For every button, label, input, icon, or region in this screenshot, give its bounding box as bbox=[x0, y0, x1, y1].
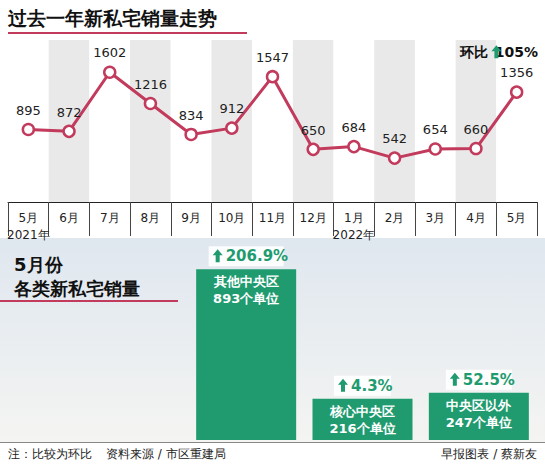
svg-text:5月份: 5月份 bbox=[14, 254, 64, 275]
svg-text:1月: 1月 bbox=[344, 211, 364, 225]
svg-text:6月: 6月 bbox=[59, 211, 79, 225]
svg-text:1547: 1547 bbox=[256, 50, 289, 65]
svg-text:5月: 5月 bbox=[507, 211, 527, 225]
svg-text:1602: 1602 bbox=[93, 45, 126, 60]
svg-text:105%: 105% bbox=[495, 44, 538, 60]
svg-text:中央区以外: 中央区以外 bbox=[446, 398, 512, 413]
svg-text:650: 650 bbox=[301, 123, 326, 138]
svg-text:9月: 9月 bbox=[181, 211, 201, 225]
svg-text:206.9%: 206.9% bbox=[226, 247, 288, 265]
svg-text:各类新私宅销量: 各类新私宅销量 bbox=[13, 278, 140, 299]
svg-text:过去一年新私宅销量走势: 过去一年新私宅销量走势 bbox=[7, 7, 217, 29]
svg-text:893个单位: 893个单位 bbox=[213, 291, 279, 306]
svg-text:247个单位: 247个单位 bbox=[446, 415, 512, 430]
svg-text:2月: 2月 bbox=[385, 211, 405, 225]
svg-text:1356: 1356 bbox=[500, 65, 533, 80]
svg-text:895: 895 bbox=[16, 103, 41, 118]
svg-text:52.5%: 52.5% bbox=[463, 371, 515, 389]
svg-text:资料来源 / 市区重建局: 资料来源 / 市区重建局 bbox=[106, 447, 226, 461]
svg-text:216个单位: 216个单位 bbox=[329, 421, 395, 436]
svg-text:2022年: 2022年 bbox=[333, 228, 376, 242]
svg-text:654: 654 bbox=[423, 122, 448, 137]
svg-text:注：比较为环比: 注：比较为环比 bbox=[8, 447, 92, 461]
svg-text:542: 542 bbox=[382, 131, 407, 146]
svg-text:8月: 8月 bbox=[141, 211, 161, 225]
svg-text:12月: 12月 bbox=[300, 211, 327, 225]
svg-text:环比: 环比 bbox=[459, 44, 488, 60]
svg-text:早报图表 / 蔡新友: 早报图表 / 蔡新友 bbox=[441, 447, 537, 461]
svg-text:10月: 10月 bbox=[218, 211, 245, 225]
svg-text:3月: 3月 bbox=[425, 211, 445, 225]
svg-text:912: 912 bbox=[219, 101, 244, 116]
svg-text:1216: 1216 bbox=[134, 77, 167, 92]
svg-text:7月: 7月 bbox=[100, 211, 120, 225]
svg-text:11月: 11月 bbox=[259, 211, 286, 225]
svg-text:核心中央区: 核心中央区 bbox=[329, 404, 395, 419]
svg-text:2021年: 2021年 bbox=[7, 228, 50, 242]
svg-text:684: 684 bbox=[341, 120, 366, 135]
svg-text:5月: 5月 bbox=[19, 211, 39, 225]
svg-text:4.3%: 4.3% bbox=[351, 377, 393, 395]
svg-text:4月: 4月 bbox=[466, 211, 486, 225]
svg-text:660: 660 bbox=[464, 122, 489, 137]
svg-text:834: 834 bbox=[179, 108, 204, 123]
svg-text:872: 872 bbox=[57, 105, 82, 120]
svg-text:其他中央区: 其他中央区 bbox=[213, 274, 279, 289]
